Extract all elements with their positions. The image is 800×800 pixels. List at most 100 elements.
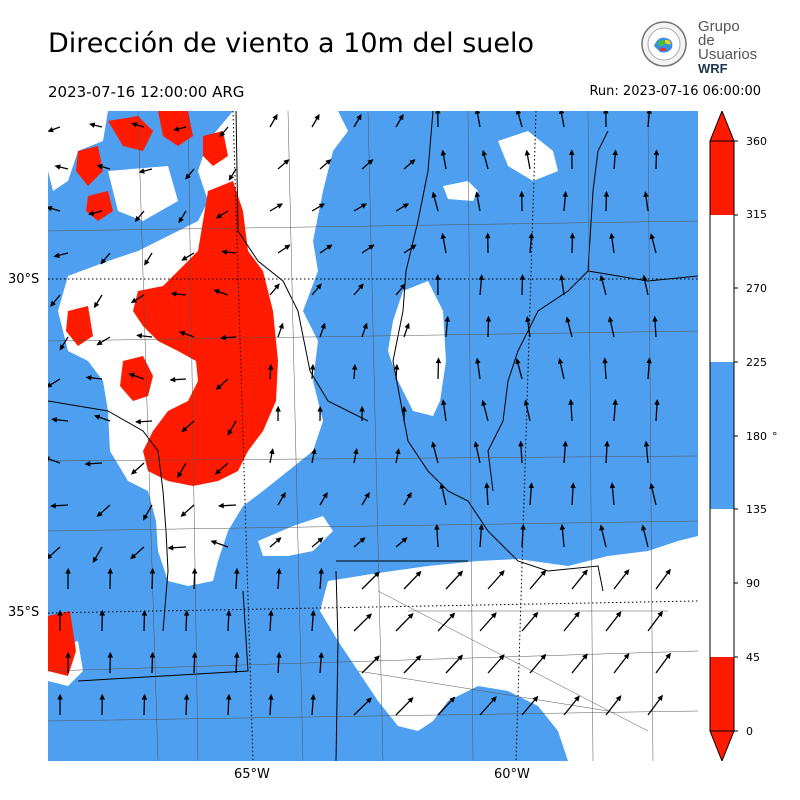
cbar-tick-90: 90: [746, 577, 760, 590]
wind-vector-head: [373, 655, 380, 662]
wind-vector-head: [515, 358, 521, 365]
wind-vector-head: [318, 651, 324, 658]
wind-vector-head: [96, 164, 103, 170]
wind-vector-head: [478, 274, 485, 281]
wind-vector-head: [276, 203, 284, 209]
wind-vector-head: [406, 491, 412, 499]
wind-vector-head: [144, 259, 150, 266]
wind-vector-head: [273, 283, 280, 290]
wind-vector-head: [353, 448, 359, 455]
wind-vector-head: [225, 693, 232, 700]
wind-vector-head: [401, 405, 407, 412]
wind-vector-head: [96, 511, 103, 517]
wind-vector-head: [393, 363, 400, 370]
wind-vector-head: [490, 696, 497, 703]
wind-vector-head: [310, 693, 316, 700]
wind-vector-head: [149, 651, 156, 658]
wind-vector-head: [170, 291, 177, 297]
wind-vector-head: [53, 252, 60, 258]
wind-vector-head: [134, 215, 141, 223]
logo-line-2: Usuarios: [698, 46, 758, 63]
wind-vector-head: [484, 482, 490, 489]
wind-vector-head: [169, 376, 176, 383]
wind-vector-head: [574, 695, 580, 702]
wind-vector-head: [99, 693, 105, 700]
wind-vector-head: [449, 612, 456, 619]
wind-vector-head: [519, 190, 525, 197]
wind-vector-head: [93, 301, 100, 309]
wind-vector-head: [457, 654, 464, 661]
wind-vector-head: [322, 491, 328, 499]
cbar-tick-45: 45: [746, 651, 760, 664]
wind-vector-head: [136, 333, 143, 339]
wind-vector-head: [318, 567, 324, 574]
wind-vector-head: [315, 283, 322, 290]
wind-vector-head: [365, 697, 372, 704]
colorbar-band-225-315: [710, 215, 734, 362]
wind-vector-head: [94, 414, 101, 420]
wind-vector-head: [310, 609, 316, 616]
parallel-35s: [48, 600, 698, 614]
wind-vector-head: [490, 612, 497, 619]
wind-vector-head: [48, 127, 54, 133]
wind-vector-head: [474, 191, 481, 198]
cbar-tick-225: 225: [746, 356, 767, 369]
lat-label-30s: 30°S: [8, 272, 40, 287]
wind-vector-head: [284, 244, 291, 250]
wind-vector-head: [180, 511, 187, 517]
wind-vector-head: [643, 440, 650, 447]
wind-vector-head: [99, 609, 105, 616]
colorbar-band-45-135: [710, 509, 734, 657]
wind-vector-head: [523, 399, 530, 406]
province-borders: [48, 111, 698, 761]
lon-label-65w: 65°W: [234, 767, 270, 782]
wind-vector-head: [143, 514, 149, 521]
wind-vector-head: [532, 611, 539, 618]
map-title: Dirección de viento a 10m del suelo: [48, 28, 535, 59]
wind-vector-head: [57, 609, 63, 616]
wind-vector-head: [532, 695, 539, 702]
wind-vector-head: [440, 149, 447, 156]
wind-vector-head: [107, 567, 114, 574]
wind-vector-head: [609, 232, 615, 239]
wind-vector-head: [498, 570, 505, 577]
wind-vector-head: [609, 482, 616, 489]
wind-vector-head: [215, 213, 223, 219]
wind-vector-head: [309, 363, 316, 370]
colorbar-bottom-extension: [709, 730, 735, 761]
colorbar-band-135-225: [710, 362, 734, 509]
wind-vector-head: [96, 339, 103, 346]
wind-vector-head: [434, 523, 440, 530]
meridian-60w: [515, 111, 537, 761]
wind-vector-head: [213, 289, 220, 295]
wind-vector-head: [519, 274, 526, 280]
wind-vector-head: [399, 283, 406, 290]
wind-vector-head: [107, 651, 114, 658]
wind-vector-head: [607, 316, 614, 323]
wind-vector-head: [220, 334, 226, 341]
wind-vector-head: [84, 460, 91, 467]
wind-vector-head: [318, 203, 326, 209]
wind-vector-head: [359, 537, 366, 543]
wind-vector-head: [444, 315, 451, 322]
wind-vector-head: [185, 173, 191, 180]
wind-vector-head: [141, 693, 148, 700]
wind-vector-head: [128, 372, 135, 378]
cbar-tick-315: 315: [746, 208, 767, 221]
wind-vector-head: [652, 315, 658, 322]
wind-vector-head: [404, 322, 410, 330]
wind-vector-head: [130, 297, 138, 303]
wind-vector-head: [439, 482, 445, 489]
wind-vector-head: [267, 363, 274, 370]
wind-vector-head: [210, 540, 217, 546]
wind-vector-head: [364, 491, 370, 499]
wind-vector-head: [227, 429, 233, 436]
wind-vector-head: [574, 611, 580, 618]
wind-vector-head: [449, 696, 456, 703]
wind-vector-head: [48, 205, 53, 212]
wrf-logo: Grupo de Usuarios WRF: [638, 18, 758, 76]
wind-vector-head: [642, 274, 648, 281]
wind-vector-head: [602, 357, 608, 364]
wind-vector-head: [48, 553, 53, 559]
wind-vector-head: [528, 232, 535, 239]
